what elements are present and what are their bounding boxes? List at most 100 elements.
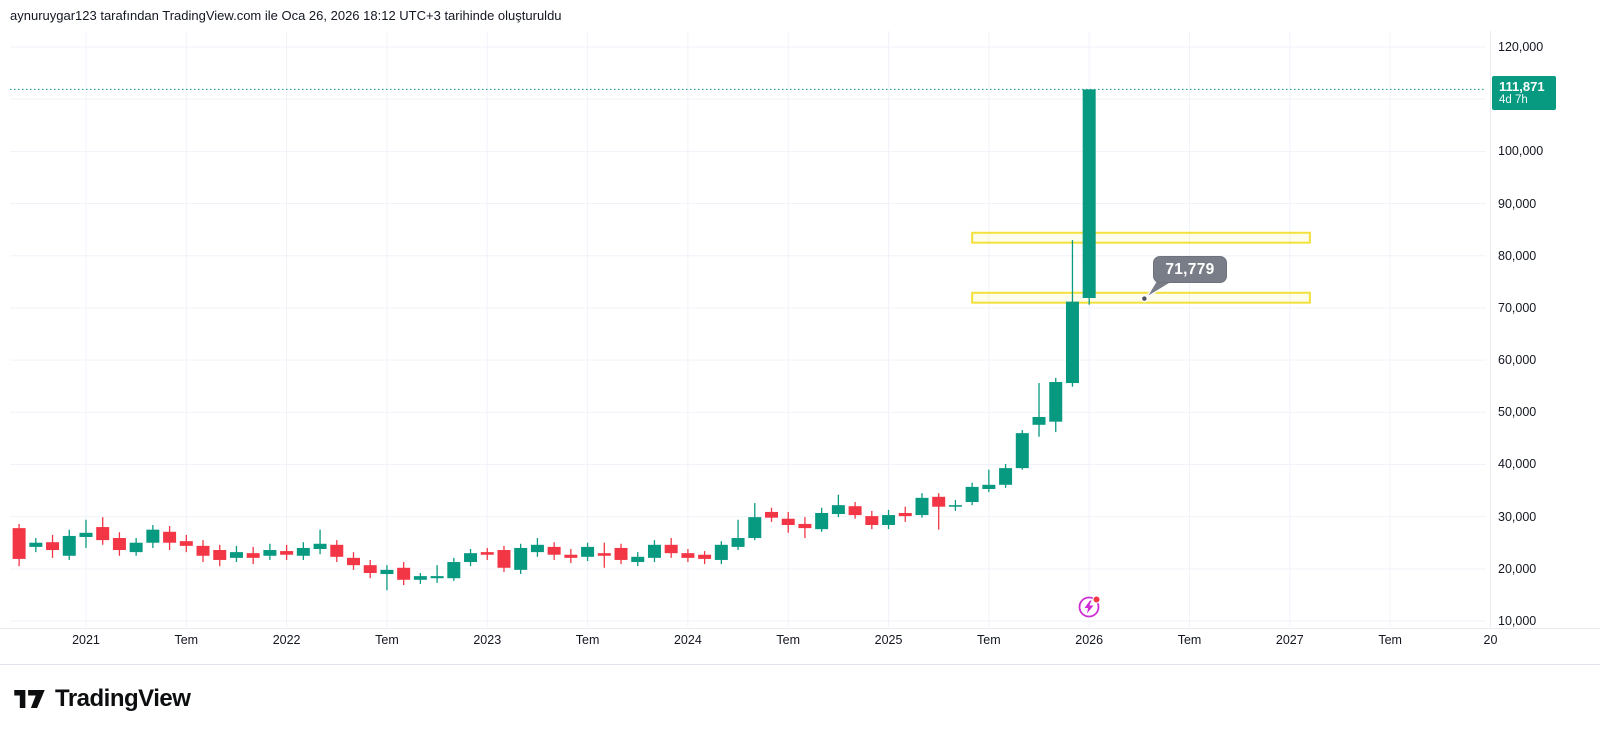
candle-body — [1049, 382, 1063, 422]
candle-body — [447, 562, 461, 579]
candle-body — [380, 569, 394, 575]
candle-body — [79, 532, 93, 537]
x-tick-label: Tem — [1177, 633, 1202, 647]
candle-body — [848, 506, 862, 516]
candle-body — [1065, 301, 1079, 384]
candle-body — [112, 538, 126, 551]
candle-body — [514, 547, 528, 570]
candle-body — [330, 544, 344, 557]
time-axis[interactable]: 2021 Tem 2022 Tem 2023 Tem 2024 Tem 2025 Tem 2026 T… — [0, 628, 1600, 653]
x-tick-label: 20 — [1483, 633, 1498, 647]
candle-body — [229, 552, 243, 558]
candle-body — [196, 545, 210, 556]
tradingview-logo-icon — [14, 690, 45, 708]
price-callout-value: 71,779 — [1165, 260, 1215, 278]
candle-body — [96, 527, 110, 541]
x-tick-label: Tem — [575, 633, 600, 647]
candle-body — [547, 546, 561, 555]
candle-body — [781, 518, 795, 525]
y-tick-label: 40,000 — [1498, 457, 1537, 472]
x-tick-label: 2027 — [1275, 633, 1304, 647]
candle-body — [999, 468, 1013, 485]
candle-body — [581, 546, 595, 557]
candle-body — [246, 553, 260, 558]
x-tick-label: 2025 — [874, 633, 903, 647]
candle-body — [748, 517, 762, 539]
candle-body — [530, 544, 544, 553]
candle-body — [296, 547, 310, 556]
candle-body — [798, 523, 812, 529]
y-tick-label: 70,000 — [1498, 300, 1537, 315]
last-price-badge[interactable]: 111,871 4d 7h — [1492, 76, 1556, 111]
candle-body — [363, 565, 377, 573]
price-axis[interactable]: 120,000 100,000 90,000 80,000 70,000 60,000 50… — [1490, 31, 1600, 628]
y-tick-label: 30,000 — [1498, 509, 1537, 524]
candle-body — [564, 554, 578, 558]
y-tick-label: 60,000 — [1498, 353, 1537, 368]
x-tick-label: Tem — [776, 633, 801, 647]
candle-body — [698, 554, 712, 559]
candle-body — [948, 505, 962, 507]
footer-divider — [0, 664, 1600, 665]
candle-body — [464, 553, 478, 563]
candle-body — [831, 505, 845, 515]
candle-body — [932, 496, 946, 507]
candle-body — [179, 541, 193, 546]
x-tick-label: Tem — [375, 633, 399, 647]
candle-body — [815, 512, 829, 530]
candle-body — [46, 542, 60, 551]
candle-body — [430, 576, 444, 579]
price-callout-tooltip[interactable]: 71,779 — [1153, 255, 1227, 283]
callout-anchor-dot — [1140, 294, 1149, 303]
candle-body — [1032, 416, 1046, 425]
x-tick-label: 2023 — [473, 633, 502, 647]
candle-body — [631, 556, 645, 563]
y-tick-label: 10,000 — [1498, 614, 1537, 628]
candle-body — [413, 576, 427, 580]
candle-body — [731, 538, 745, 547]
candle-body — [765, 511, 778, 518]
y-tick-label: 80,000 — [1498, 248, 1537, 263]
bar-countdown: 4d 7h — [1499, 94, 1528, 107]
y-tick-label: 100,000 — [1498, 144, 1544, 159]
candle-body — [480, 552, 494, 555]
candle-body — [1015, 433, 1029, 469]
x-tick-label: Tem — [1378, 633, 1402, 647]
candle-body — [163, 531, 177, 543]
candle-body — [397, 567, 411, 580]
candle-body — [597, 553, 611, 556]
candle-body — [714, 544, 728, 560]
candle-body — [29, 542, 43, 547]
x-tick-label: 2024 — [673, 633, 702, 647]
candle-body — [915, 497, 929, 516]
candle-body — [681, 553, 695, 558]
candle-body — [12, 528, 26, 559]
y-tick-label: 50,000 — [1498, 405, 1537, 420]
candle-body — [982, 484, 996, 489]
candle-body — [865, 516, 879, 525]
candle-body — [1082, 89, 1096, 298]
x-tick-label: 2022 — [272, 633, 301, 647]
candle-body — [614, 547, 628, 560]
candle-body — [647, 544, 661, 558]
x-tick-label: 2026 — [1075, 633, 1104, 647]
candle-body — [898, 512, 912, 517]
candle-body — [213, 550, 227, 560]
tradingview-logo-text: TradingView — [55, 685, 191, 712]
candle-body — [965, 486, 979, 503]
attribution-text: aynuruygar123 tarafından TradingView.com… — [10, 8, 562, 23]
candle-body — [146, 529, 160, 543]
candle-body — [497, 550, 511, 568]
candle-body — [263, 550, 277, 556]
tradingview-logo[interactable]: TradingView — [14, 684, 191, 714]
candle-body — [62, 535, 76, 556]
candle-body — [347, 557, 360, 566]
y-tick-label: 90,000 — [1498, 196, 1537, 211]
candle-body — [313, 543, 327, 549]
lightning-event-icon[interactable] — [1077, 595, 1101, 619]
candle-body — [280, 551, 294, 555]
rectangle-drawing[interactable] — [971, 231, 1311, 244]
candle-body — [882, 515, 896, 525]
last-price-value: 111,871 — [1499, 79, 1545, 95]
